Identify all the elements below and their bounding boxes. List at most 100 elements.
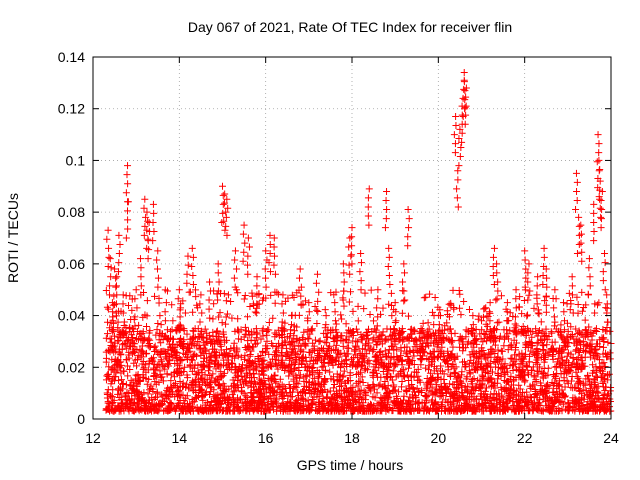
data-point [270, 234, 278, 242]
data-point [589, 361, 597, 369]
data-point [487, 353, 495, 361]
data-point [198, 309, 206, 317]
data-point [544, 380, 552, 388]
data-point [477, 353, 485, 361]
data-point [186, 362, 194, 370]
data-point [120, 318, 128, 326]
x-axis-label: GPS time / hours [297, 457, 404, 473]
data-point [508, 341, 516, 349]
data-point [117, 369, 125, 377]
data-point [197, 374, 205, 382]
data-point [241, 378, 249, 386]
data-point [123, 396, 131, 404]
data-point [391, 362, 399, 370]
data-point [377, 399, 385, 407]
data-point [129, 325, 137, 333]
data-point [441, 358, 449, 366]
data-point [320, 380, 328, 388]
data-point [157, 339, 165, 347]
data-point [218, 218, 226, 226]
data-point [577, 239, 585, 247]
data-point [560, 326, 568, 334]
data-point [215, 278, 223, 286]
data-point [391, 319, 399, 327]
data-point [256, 379, 264, 387]
data-point [474, 376, 482, 384]
data-point [407, 407, 415, 415]
data-point [343, 350, 351, 358]
data-point [398, 377, 406, 385]
data-point [214, 269, 222, 277]
data-point [533, 291, 541, 299]
data-point [330, 395, 338, 403]
data-point [421, 402, 429, 410]
data-point [440, 406, 448, 414]
data-point [113, 291, 121, 299]
data-point [173, 354, 181, 362]
data-point [288, 393, 296, 401]
data-point [413, 384, 421, 392]
data-point [189, 407, 197, 415]
data-point [309, 339, 317, 347]
data-point [224, 352, 232, 360]
data-point [455, 393, 463, 401]
data-point [357, 277, 365, 285]
data-point [149, 200, 157, 208]
data-point [220, 217, 228, 225]
y-tick-label: 0.02 [58, 359, 85, 375]
data-point [483, 334, 491, 342]
data-point [424, 406, 432, 414]
data-point [509, 388, 517, 396]
data-point [586, 282, 594, 290]
data-point [178, 356, 186, 364]
data-point [331, 335, 339, 343]
data-point [130, 407, 138, 415]
data-point [231, 363, 239, 371]
data-point [452, 375, 460, 383]
data-point [165, 362, 173, 370]
data-point [149, 358, 157, 366]
data-point [124, 162, 132, 170]
data-point [295, 353, 303, 361]
data-point [213, 328, 221, 336]
data-point [192, 394, 200, 402]
data-point [106, 282, 114, 290]
data-point [410, 352, 418, 360]
data-point [575, 240, 583, 248]
data-point [457, 378, 465, 386]
data-point [528, 342, 536, 350]
data-point [288, 291, 296, 299]
data-point [230, 407, 238, 415]
data-point [139, 394, 147, 402]
data-point [594, 131, 602, 139]
data-point [259, 332, 267, 340]
data-point [410, 337, 418, 345]
data-point [458, 138, 466, 146]
data-point [293, 323, 301, 331]
data-point [231, 369, 239, 377]
data-point [262, 386, 270, 394]
data-point [271, 288, 279, 296]
data-point [533, 300, 541, 308]
data-point [222, 407, 230, 415]
data-point [124, 302, 132, 310]
data-point [561, 383, 569, 391]
data-point [296, 265, 304, 273]
data-point [359, 358, 367, 366]
data-point [507, 372, 515, 380]
data-point [207, 339, 215, 347]
data-point [497, 347, 505, 355]
data-point [221, 338, 229, 346]
data-point [508, 362, 516, 370]
data-point [408, 381, 416, 389]
data-point [354, 396, 362, 404]
data-point [478, 371, 486, 379]
data-point [165, 356, 173, 364]
data-point [177, 334, 185, 342]
data-point [237, 335, 245, 343]
data-point [323, 393, 331, 401]
data-point [117, 390, 125, 398]
data-point [333, 402, 341, 410]
data-point [354, 328, 362, 336]
data-point [219, 191, 227, 199]
